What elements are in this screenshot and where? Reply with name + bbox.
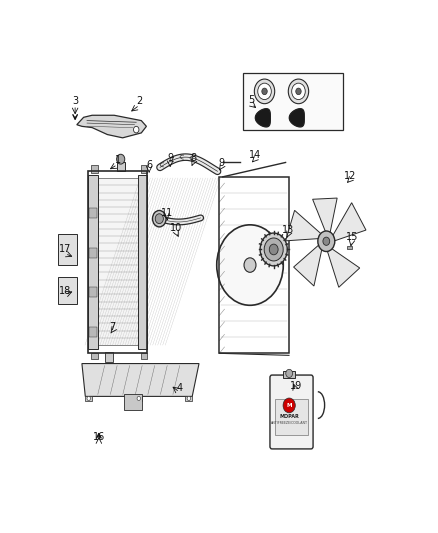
Circle shape — [296, 88, 301, 95]
Circle shape — [323, 237, 330, 245]
Text: 6: 6 — [146, 159, 152, 169]
Circle shape — [286, 369, 293, 377]
Circle shape — [137, 397, 141, 400]
Polygon shape — [82, 364, 199, 397]
Bar — [88, 171, 148, 353]
Polygon shape — [313, 198, 337, 232]
Bar — [141, 353, 148, 359]
Text: M: M — [286, 403, 292, 408]
Text: 12: 12 — [344, 171, 356, 181]
Circle shape — [264, 238, 283, 261]
Text: 8: 8 — [190, 154, 196, 163]
Bar — [185, 395, 192, 401]
Text: 17: 17 — [59, 245, 71, 254]
Text: 15: 15 — [346, 232, 358, 242]
Circle shape — [262, 88, 267, 95]
Text: 1: 1 — [114, 156, 120, 165]
Circle shape — [258, 83, 271, 100]
Polygon shape — [293, 245, 322, 286]
Circle shape — [283, 398, 295, 413]
Bar — [98, 178, 143, 345]
Bar — [89, 208, 97, 219]
Bar — [89, 287, 97, 297]
Text: 10: 10 — [170, 223, 182, 233]
Bar — [117, 161, 125, 171]
Bar — [243, 73, 343, 131]
Text: 4: 4 — [177, 383, 183, 393]
Circle shape — [244, 258, 256, 272]
Circle shape — [217, 225, 283, 305]
Bar — [283, 371, 295, 378]
Bar — [105, 352, 113, 361]
Circle shape — [292, 83, 305, 100]
Circle shape — [318, 231, 335, 252]
Circle shape — [187, 397, 191, 400]
Text: 18: 18 — [59, 286, 71, 295]
Text: 2: 2 — [137, 96, 143, 106]
Bar — [141, 165, 148, 173]
Text: 7: 7 — [110, 321, 116, 332]
Text: 9: 9 — [218, 158, 224, 168]
Text: 9: 9 — [167, 154, 173, 163]
Bar — [58, 235, 77, 265]
Circle shape — [288, 79, 309, 104]
FancyBboxPatch shape — [270, 375, 313, 449]
Bar — [135, 395, 142, 401]
Text: 3: 3 — [72, 96, 78, 106]
Bar — [85, 395, 92, 401]
Circle shape — [254, 79, 275, 104]
Bar — [124, 394, 142, 409]
Polygon shape — [286, 211, 321, 241]
Bar — [89, 248, 97, 258]
Bar — [347, 246, 352, 249]
Bar — [58, 277, 77, 304]
Polygon shape — [77, 115, 146, 138]
Text: 19: 19 — [290, 381, 302, 391]
Bar — [219, 177, 289, 353]
Text: ANTIFREEZE/COOLANT: ANTIFREEZE/COOLANT — [271, 421, 307, 425]
Text: 13: 13 — [282, 225, 294, 235]
Circle shape — [260, 233, 287, 266]
Bar — [89, 327, 97, 337]
Text: 16: 16 — [93, 432, 105, 442]
Circle shape — [117, 154, 125, 164]
Circle shape — [269, 244, 278, 255]
Polygon shape — [290, 109, 304, 127]
Bar — [138, 175, 148, 349]
Bar — [88, 175, 98, 349]
Bar — [92, 353, 98, 359]
Bar — [92, 165, 98, 173]
Circle shape — [155, 214, 163, 224]
Circle shape — [152, 211, 166, 227]
Text: 14: 14 — [249, 150, 261, 160]
Polygon shape — [328, 249, 360, 287]
Polygon shape — [333, 203, 366, 241]
Text: 11: 11 — [161, 207, 173, 217]
Polygon shape — [255, 109, 270, 127]
Bar — [276, 399, 307, 435]
Text: MOPAR: MOPAR — [279, 415, 299, 419]
Circle shape — [87, 397, 90, 400]
Text: 5: 5 — [248, 95, 255, 105]
Circle shape — [134, 126, 139, 133]
